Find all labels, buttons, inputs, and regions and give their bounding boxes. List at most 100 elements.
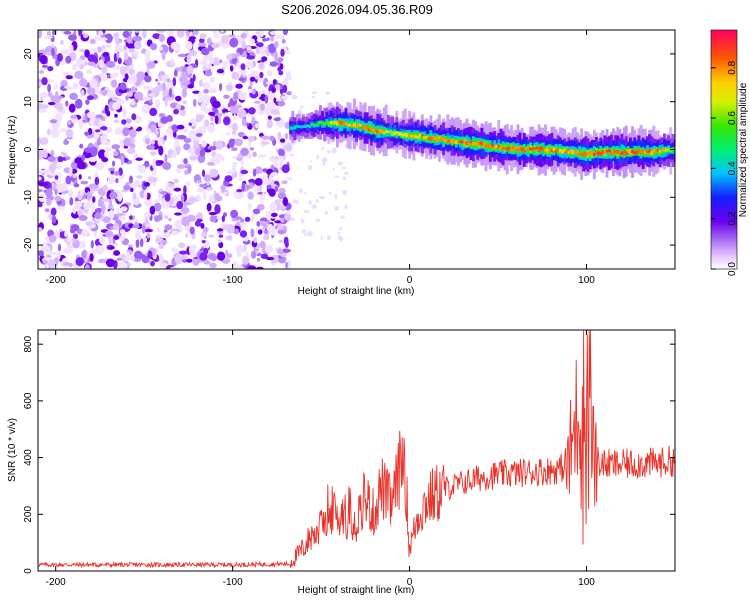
- noise-speckle: [331, 147, 337, 154]
- noise-speckle: [176, 200, 184, 210]
- noise-speckle: [96, 30, 100, 36]
- spectrogram-cell: [369, 128, 373, 131]
- spectrogram-cell: [669, 148, 673, 152]
- noise-speckle: [98, 120, 104, 127]
- noise-speckle: [226, 132, 231, 136]
- noise-speckle: [50, 128, 60, 138]
- colorbar-label: Normalized spectral amplitude: [738, 82, 749, 217]
- noise-speckle: [185, 233, 189, 238]
- noise-speckle: [186, 54, 192, 64]
- noise-speckle: [275, 34, 285, 40]
- noise-speckle: [145, 137, 151, 145]
- noise-speckle: [144, 49, 151, 60]
- spectrogram-cell: [429, 137, 433, 141]
- spectrogram-cell: [350, 123, 354, 128]
- spectrogram-cell: [620, 151, 624, 155]
- noise-speckle: [176, 124, 185, 130]
- noise-speckle: [116, 207, 120, 214]
- noise-speckle: [233, 113, 237, 122]
- noise-speckle: [68, 262, 73, 268]
- x-tick-label: -200: [46, 275, 66, 286]
- noise-speckle: [133, 153, 139, 158]
- noise-speckle: [164, 215, 169, 219]
- snr-series-layer: [38, 330, 675, 569]
- noise-speckle: [144, 217, 149, 226]
- spectrogram-cell: [639, 151, 643, 155]
- noise-speckle: [201, 169, 206, 177]
- noise-speckle: [144, 197, 152, 207]
- spectrogram-cell: [612, 150, 615, 155]
- spectrogram-cell: [393, 131, 397, 136]
- noise-speckle: [208, 234, 215, 238]
- noise-speckle: [64, 85, 72, 89]
- noise-speckle: [270, 212, 278, 217]
- noise-speckle: [40, 54, 47, 65]
- spectrogram-cell: [342, 122, 346, 126]
- noise-speckle: [129, 175, 133, 184]
- noise-speckle: [197, 179, 202, 184]
- spectrogram-cell: [361, 126, 365, 130]
- spectrogram-cell: [380, 129, 384, 134]
- noise-speckle: [220, 184, 226, 193]
- noise-speckle: [100, 72, 108, 82]
- spectrogram-cell: [399, 132, 403, 136]
- colorbar-tick-label: 0.2: [727, 211, 738, 225]
- noise-speckle: [203, 174, 212, 182]
- spectrogram-cell: [654, 150, 658, 153]
- noise-speckle: [108, 199, 113, 208]
- noise-speckle: [127, 43, 136, 50]
- noise-speckle: [202, 94, 208, 99]
- spectrogram-cell: [503, 147, 507, 150]
- noise-speckle: [149, 205, 156, 215]
- noise-speckle: [324, 210, 328, 216]
- noise-speckle: [57, 205, 65, 211]
- noise-speckle: [266, 81, 274, 85]
- noise-speckle: [255, 42, 264, 48]
- noise-speckle: [206, 123, 216, 133]
- spectrogram-cell: [512, 146, 516, 150]
- noise-speckle: [248, 179, 256, 183]
- spectrogram-cell: [348, 124, 352, 127]
- noise-speckle: [280, 48, 285, 57]
- noise-speckle: [234, 195, 244, 199]
- noise-speckle: [98, 59, 105, 69]
- noise-speckle: [270, 109, 279, 115]
- noise-speckle: [209, 262, 217, 268]
- noise-speckle: [194, 30, 199, 36]
- noise-speckle: [207, 37, 212, 46]
- noise-speckle: [163, 203, 171, 208]
- noise-speckle: [64, 138, 68, 146]
- noise-speckle: [315, 218, 321, 222]
- noise-speckle: [157, 137, 163, 147]
- noise-speckle: [162, 82, 166, 91]
- noise-speckle: [65, 156, 71, 161]
- noise-speckle: [74, 70, 84, 80]
- noise-speckle: [204, 149, 212, 153]
- noise-speckle: [177, 242, 186, 249]
- noise-speckle: [79, 63, 85, 70]
- spectrogram-cell: [444, 139, 448, 142]
- noise-speckle: [130, 187, 134, 193]
- noise-speckle: [173, 178, 179, 184]
- spectrogram-cell: [488, 144, 492, 148]
- noise-speckle: [173, 187, 182, 192]
- noise-speckle: [170, 57, 175, 65]
- noise-speckle: [47, 66, 54, 72]
- noise-speckle: [206, 181, 210, 186]
- noise-speckle: [87, 61, 96, 66]
- spectrogram-cell: [533, 147, 537, 150]
- noise-speckle: [171, 230, 179, 236]
- noise-speckle: [242, 69, 246, 78]
- spectrogram-cell: [435, 138, 439, 142]
- noise-speckle: [341, 166, 348, 169]
- x-tick-label: -200: [46, 577, 66, 588]
- noise-speckle: [102, 51, 110, 58]
- noise-speckle: [65, 128, 74, 138]
- noise-speckle: [265, 210, 271, 219]
- noise-speckle: [157, 122, 164, 128]
- noise-speckle: [286, 210, 291, 215]
- noise-speckle: [248, 38, 256, 45]
- noise-speckle: [174, 212, 182, 216]
- noise-speckle: [234, 216, 242, 220]
- noise-speckle: [117, 193, 123, 202]
